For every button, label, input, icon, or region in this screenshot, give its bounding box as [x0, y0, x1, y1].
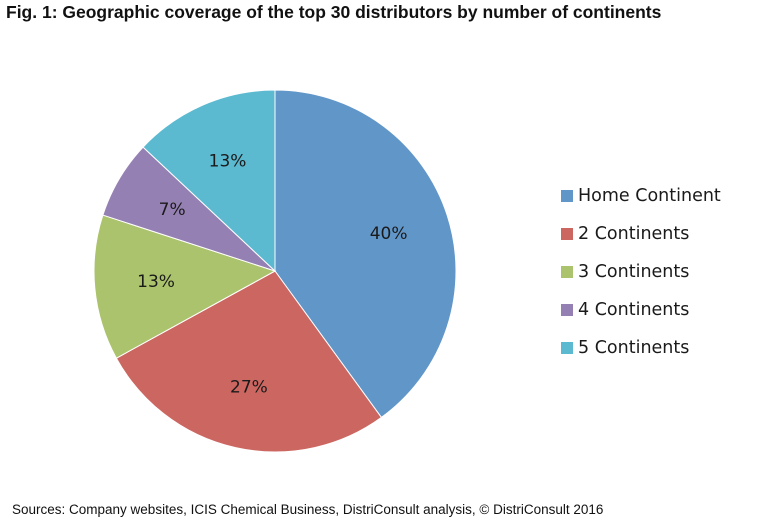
data-label-home-continent: 40% [370, 224, 408, 244]
legend-swatch-5-continents [561, 342, 573, 354]
pie-slice-home-continent [274, 89, 457, 419]
data-label-5-continents: 13% [209, 151, 247, 171]
source-note: Sources: Company websites, ICIS Chemical… [12, 502, 604, 517]
pie-slice-5-continents [142, 89, 276, 273]
pie-slices [93, 89, 457, 453]
legend-label-2-continents: 2 Continents [578, 224, 689, 244]
chart-title: Fig. 1: Geographic coverage of the top 3… [6, 2, 662, 22]
legend-swatch-home-continent [561, 190, 573, 202]
legend-label-5-continents: 5 Continents [578, 338, 689, 358]
legend-swatch-3-continents [561, 266, 573, 278]
legend-label-3-continents: 3 Continents [578, 262, 689, 282]
legend-swatch-2-continents [561, 228, 573, 240]
data-label-2-continents: 27% [230, 378, 268, 398]
data-label-4-continents: 7% [159, 200, 186, 220]
legend: Home Continent 2 Continents 3 Continents 4 … [561, 186, 721, 358]
legend-swatch-4-continents [561, 304, 573, 316]
legend-label-home-continent: Home Continent [578, 186, 721, 206]
pie-slice-2-continents [115, 270, 383, 453]
pie-data-labels: 40% 27% 13% 7% 13% [137, 151, 407, 397]
pie-slice-3-continents [93, 214, 277, 359]
legend-label-4-continents: 4 Continents [578, 300, 689, 320]
data-label-3-continents: 13% [137, 272, 175, 292]
